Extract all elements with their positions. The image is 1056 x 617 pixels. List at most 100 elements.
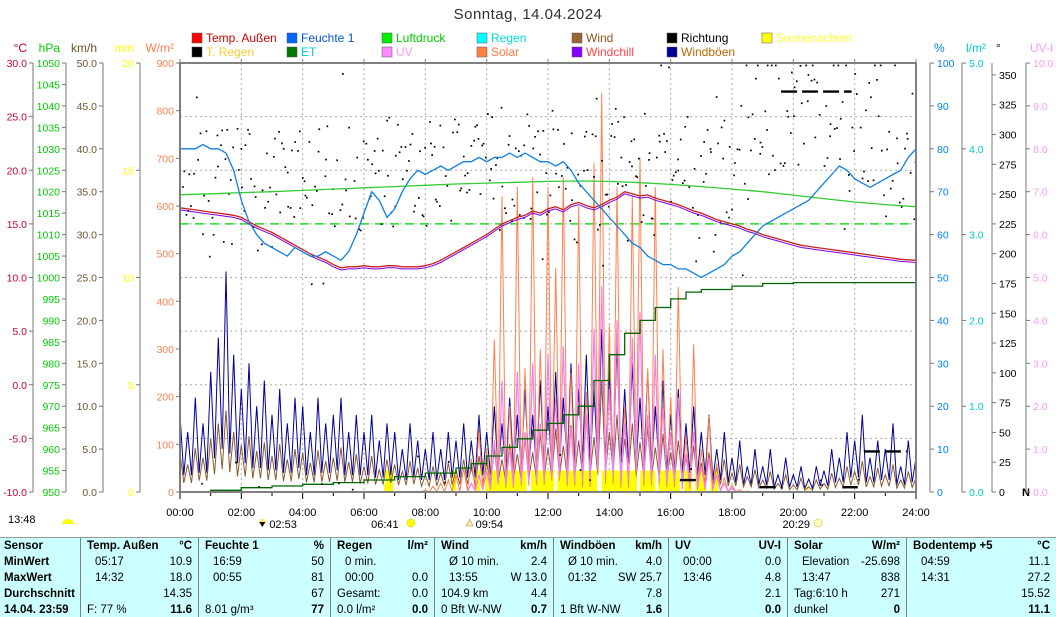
direction-dot: [728, 146, 731, 148]
direction-dot: [226, 129, 229, 131]
direction-dot: [698, 237, 701, 239]
direction-dot: [909, 172, 912, 174]
cell-value: 67: [311, 588, 324, 600]
direction-dot: [267, 200, 270, 203]
direction-dot: [725, 211, 728, 214]
axis-tick-label-humidity: 30: [937, 358, 949, 370]
direction-dot: [660, 64, 662, 67]
legend-swatch-Temp. Außen: [191, 32, 203, 44]
direction-dot: [663, 133, 665, 135]
direction-dot: [666, 140, 668, 142]
axis-tick-label-solar: 200: [156, 392, 174, 404]
direction-dot: [228, 193, 230, 195]
direction-dot: [617, 120, 620, 123]
direction-dot: [318, 128, 321, 131]
direction-dot: [820, 479, 822, 482]
direction-dot: [759, 152, 762, 155]
direction-dot: [422, 215, 425, 218]
table-cell-bodentemp-5: 04:59 11.1: [906, 554, 1056, 570]
direction-dot: [264, 207, 266, 209]
direction-dot: [205, 130, 208, 133]
direction-dot: [857, 478, 860, 481]
direction-dot: [499, 229, 501, 231]
axis-unit-solar: W/m²: [145, 41, 174, 55]
x-axis-label: 10:00: [473, 507, 501, 519]
direction-dot: [712, 250, 715, 253]
direction-dot: [626, 239, 629, 242]
direction-dot: [182, 186, 184, 188]
direction-dot: [217, 165, 219, 168]
axis-tick-label-direction: 350: [999, 70, 1017, 82]
direction-dot: [668, 66, 670, 69]
moonrise-icon: [465, 518, 474, 527]
direction-dot: [321, 483, 323, 485]
cell-label: Temp. Außen: [87, 540, 159, 552]
cell-label: Windböen: [560, 540, 616, 552]
axis-tick-label-pressure: 1010: [37, 230, 61, 242]
direction-dot: [336, 159, 338, 162]
direction-dot: [381, 149, 384, 152]
direction-dot: [635, 175, 637, 178]
table-cell-regen: Regen l/m²: [330, 538, 434, 554]
direction-dot: [454, 118, 456, 121]
direction-dot: [598, 224, 601, 226]
direction-dot: [766, 129, 768, 131]
direction-dot: [433, 145, 436, 148]
axis-tick-label-direction: 50: [999, 427, 1011, 439]
direction-dot: [670, 200, 672, 203]
table-cell-regen: Gesamt: 0.0: [330, 586, 434, 602]
direction-dot: [630, 140, 633, 143]
direction-dot: [745, 64, 748, 67]
direction-dot: [542, 130, 545, 132]
direction-dot: [839, 158, 841, 160]
axis-north-label: N: [1022, 487, 1030, 499]
direction-dot: [607, 205, 610, 208]
direction-dot: [331, 213, 333, 215]
table-row-label: Durchschnitt: [4, 588, 75, 600]
direction-dot: [293, 216, 296, 218]
table-row-14-04-23-59: 14.04. 23:59 F: 77 % 11.6 8.01 g/m³ 77 0.0 l/…: [0, 602, 1056, 617]
direction-dot: [254, 196, 257, 198]
direction-dot: [362, 140, 365, 143]
cell-label: [199, 586, 205, 602]
table-cell-uv: 0.0: [668, 602, 787, 617]
direction-dot: [539, 153, 541, 156]
direction-dot: [741, 274, 744, 277]
direction-dot: [865, 109, 867, 112]
cell-label: [907, 602, 913, 617]
cell-label: Solar: [794, 540, 823, 552]
cell-value: 0.7: [531, 604, 547, 616]
direction-dot: [859, 126, 862, 129]
direction-dot: [558, 186, 560, 188]
series-et: [180, 281, 916, 492]
axis-tick-label-direction: 125: [999, 338, 1017, 350]
direction-dot: [810, 79, 813, 82]
direction-dot: [674, 171, 677, 174]
direction-dot: [621, 185, 624, 188]
direction-dot: [706, 129, 709, 131]
axis-tick-label-temp: 15.0: [7, 219, 28, 231]
direction-dot: [573, 238, 576, 241]
x-axis-label: 20:00: [780, 507, 808, 519]
direction-dot: [881, 149, 883, 152]
cell-label: [907, 586, 913, 602]
direction-dot: [490, 168, 492, 170]
direction-dot: [201, 482, 203, 485]
cell-value: °C: [179, 540, 192, 552]
table-row-maxwert: MaxWert 14:32 18.0 00:55 81 00:00 0.0 13:55 W 13…: [0, 570, 1056, 586]
direction-dot: [269, 186, 271, 189]
cell-value: 0.0: [765, 604, 781, 616]
axis-tick-label-pressure: 1025: [37, 165, 61, 177]
direction-dot: [229, 179, 232, 181]
direction-dot: [224, 158, 227, 160]
weather-chart-svg: 00:00 02:00 04:00 06:00 08:00 10:00 12:00 14:00…: [3, 31, 1054, 531]
axis-tick-label-temp: -10.0: [3, 487, 27, 499]
direction-dot: [203, 194, 205, 197]
direction-dot: [750, 149, 752, 152]
series-luftdruck: [180, 180, 916, 208]
legend-item-label: Wind: [586, 31, 613, 45]
legend-swatch-UV: [381, 46, 393, 58]
cell-label: Tag:6:10 h: [794, 588, 848, 600]
table-cell-uv: UV UV-I: [668, 538, 787, 554]
direction-dot: [709, 148, 712, 150]
